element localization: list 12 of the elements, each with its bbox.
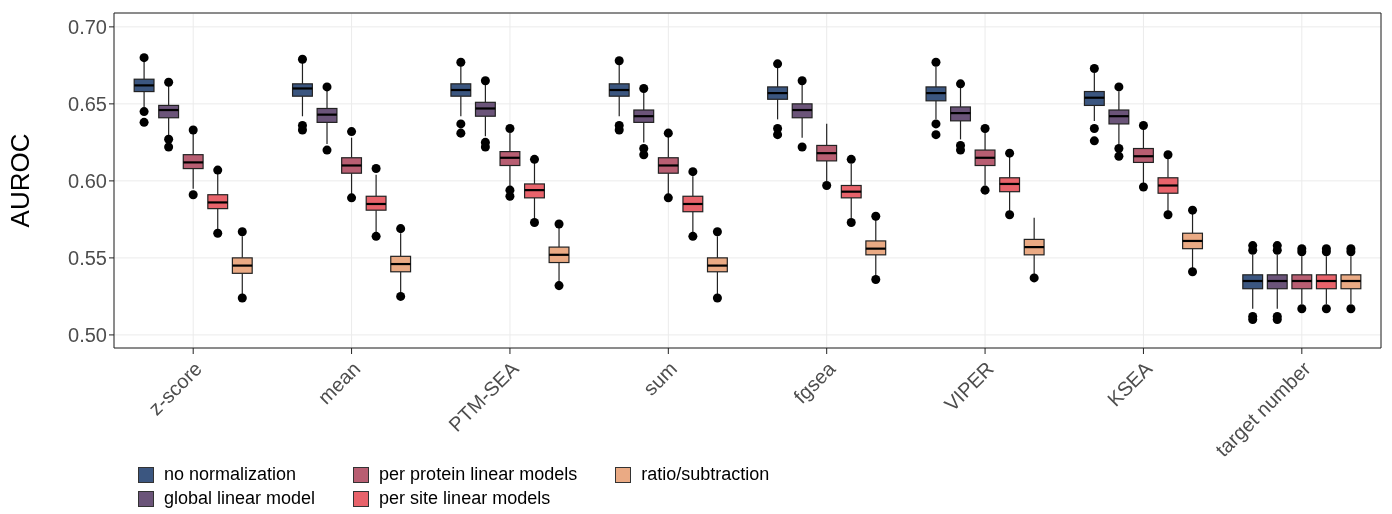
legend-label: no normalization: [164, 464, 297, 485]
y-tick-label: 0.70: [68, 15, 107, 38]
legend-label: ratio/subtraction: [641, 464, 770, 485]
x-tick-label: sum: [638, 357, 682, 400]
y-axis-title: AUROC: [5, 133, 36, 228]
y-tick-label: 0.65: [68, 92, 107, 115]
y-tick-label: 0.60: [68, 169, 107, 192]
legend-label: global linear model: [164, 488, 316, 509]
y-tick-label: 0.50: [68, 324, 107, 347]
legend-label: per protein linear models: [379, 464, 578, 485]
legend-label: per site linear models: [379, 488, 551, 509]
y-tick-label: 0.55: [68, 247, 107, 269]
